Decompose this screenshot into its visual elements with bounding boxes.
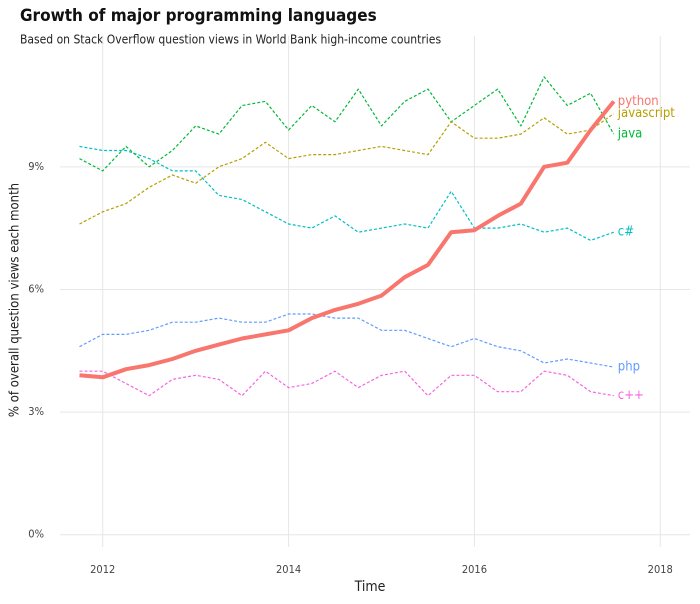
x-axis-title: Time: [354, 579, 386, 595]
series-line: [79, 100, 616, 380]
series-label: php: [618, 360, 640, 375]
y-tick-label: 0%: [28, 528, 44, 541]
series-label: c++: [618, 388, 644, 403]
series-label: python: [618, 94, 659, 109]
x-tick-label: 2012: [90, 563, 115, 576]
series-label: java: [617, 127, 643, 142]
series-label: javascript: [617, 106, 676, 121]
series-line: [79, 370, 614, 397]
chart-title: Growth of major programming languages: [20, 6, 377, 26]
x-tick-label: 2018: [648, 563, 673, 576]
y-axis-title: % of overall question views each month: [8, 183, 23, 417]
series-label: c#: [618, 225, 634, 240]
series-line: [79, 313, 614, 368]
series-line: [79, 76, 615, 172]
series-line: [79, 113, 615, 225]
y-tick-label: 6%: [28, 282, 44, 295]
x-tick-label: 2016: [462, 563, 487, 576]
y-tick-label: 9%: [28, 160, 44, 173]
chart-subtitle: Based on Stack Overflow question views i…: [20, 33, 441, 47]
series-line: [79, 145, 614, 241]
y-tick-label: 3%: [28, 405, 44, 418]
x-tick-label: 2014: [276, 563, 301, 576]
